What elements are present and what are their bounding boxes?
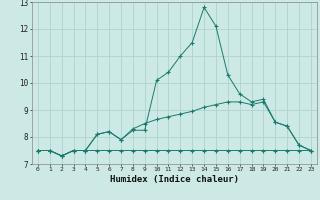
X-axis label: Humidex (Indice chaleur): Humidex (Indice chaleur) <box>110 175 239 184</box>
